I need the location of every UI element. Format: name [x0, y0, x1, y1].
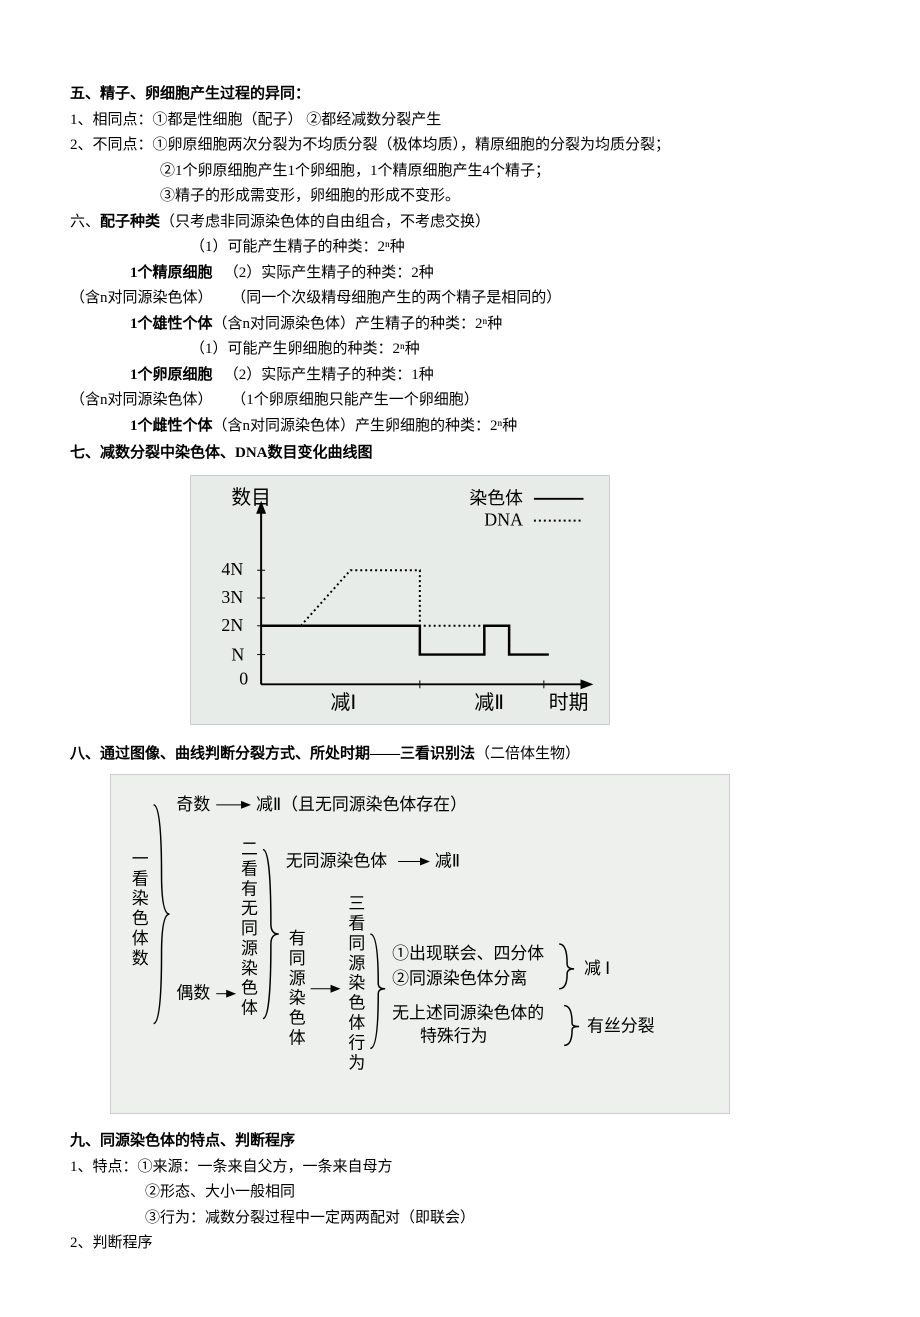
xtick-2: 减Ⅱ [474, 692, 504, 714]
look2-6: 源 [241, 938, 258, 957]
s6-l2: 1个精原细胞 （2）实际产生精子的种类：2种 [70, 261, 850, 287]
y-label: 数目 [231, 486, 271, 508]
s6-l7a: （含n对同源染色体） [70, 392, 213, 408]
s6-l3a: （含n对同源染色体） [70, 290, 213, 306]
root-3: 染 [132, 889, 149, 908]
section-9-title: 九、同源染色体的特点、判断程序 [70, 1129, 850, 1155]
s6-l6: 1个卵原细胞 （2）实际产生精子的种类：1种 [70, 363, 850, 389]
xtick-1: 减Ⅰ [331, 692, 357, 714]
s9-p2: 2、判断程序 [70, 1231, 850, 1257]
s6-prefix: 六、 [70, 214, 100, 230]
ytick-2n: 2N [221, 614, 243, 634]
root-1: 一 [132, 849, 149, 868]
s5-diff-3: ③精子的形成需变形，卵细胞的形成不变形。 [70, 184, 850, 210]
look3-4: 源 [348, 953, 365, 972]
s9-p1c: ③行为：减数分裂过程中一定两两配对（即联会） [70, 1206, 850, 1232]
chart-meiosis-curve: 数目 4N 3N 2N N 0 减Ⅰ 减Ⅱ 时期 染色体 DNA [190, 475, 610, 735]
chart-svg: 数目 4N 3N 2N N 0 减Ⅰ 减Ⅱ 时期 染色体 DNA [190, 475, 610, 725]
look2-8: 色 [241, 978, 258, 997]
odd-result: 减Ⅱ（且无同源染色体存在） [256, 794, 467, 813]
look2-2: 看 [241, 859, 258, 878]
s6-l8a: 1个雌性个体 [130, 418, 213, 434]
s8-title-b: （二倍体生物） [475, 746, 580, 762]
section-7-title: 七、减数分裂中染色体、DNA数目变化曲线图 [70, 441, 850, 467]
s6-l8: 1个雌性个体（含n对同源染色体）产生卵细胞的种类：2ⁿ种 [70, 414, 850, 440]
look2-7: 染 [241, 958, 258, 977]
look2-3: 有 [241, 879, 258, 898]
s6-l2b: （2）实际产生精子的种类：2种 [224, 265, 434, 281]
s9-p1: 1、特点：①来源：一条来自父方，一条来自母方 [70, 1155, 850, 1181]
has-5: 色 [289, 1008, 306, 1027]
root-6: 数 [132, 948, 149, 967]
s6-l4a: 1个雄性个体 [130, 316, 213, 332]
s6-bold: 配子种类 [100, 214, 160, 230]
look3-1: 三 [348, 894, 365, 913]
has-2: 同 [289, 948, 306, 967]
has-6: 体 [289, 1028, 306, 1047]
ytick-4n: 4N [221, 559, 243, 579]
section-5-title: 五、精子、卵细胞产生过程的异同： [70, 82, 850, 108]
root-2: 看 [132, 869, 149, 888]
look3-6: 色 [348, 993, 365, 1012]
legend-dna: DNA [484, 509, 523, 529]
b3b: 特殊行为 [420, 1026, 488, 1045]
odd-label: 奇数 [176, 794, 210, 813]
s9-p1b: ②形态、大小一般相同 [70, 1180, 850, 1206]
r1: 减 Ⅰ [584, 958, 610, 977]
even-label: 偶数 [176, 983, 210, 1002]
b2: ②同源染色体分离 [392, 968, 527, 987]
x-label: 时期 [549, 692, 589, 714]
s6-l4b: （含n对同源染色体）产生精子的种类：2ⁿ种 [213, 316, 503, 332]
s6-l6b: （2）实际产生精子的种类：1种 [224, 367, 434, 383]
s6-l3b: （同一个次级精母细胞产生的两个精子是相同的） [231, 290, 561, 306]
root-4: 色 [132, 909, 149, 928]
has-4: 染 [289, 988, 306, 1007]
has-1: 有 [289, 929, 306, 948]
look3-8: 行 [348, 1033, 365, 1052]
s8-title-a: 八、通过图像、曲线判断分裂方式、所处时期——三看识别法 [70, 746, 475, 762]
legend-chromo: 染色体 [469, 487, 523, 507]
s5-diff-1: 2、不同点：①卵原细胞两次分裂为不均质分裂（极体均质），精原细胞的分裂为均质分裂… [70, 133, 850, 159]
ytick-3n: 3N [221, 586, 243, 606]
s6-l7b: （1个卵原细胞只能产生一个卵细胞） [231, 392, 479, 408]
r2: 有丝分裂 [587, 1016, 655, 1035]
look3-7: 体 [348, 1013, 365, 1032]
s6-l8b: （含n对同源染色体）产生卵细胞的种类：2ⁿ种 [213, 418, 518, 434]
s5-same: 1、相同点：①都是性细胞（配子） ②都经减数分裂产生 [70, 108, 850, 134]
look3-9: 为 [348, 1053, 365, 1072]
look2-5: 同 [241, 919, 258, 938]
s6-suffix: （只考虑非同源染色体的自由组合，不考虑交换） [160, 214, 490, 230]
s5-diff-2: ②1个卵原细胞产生1个卵细胞，1个精原细胞产生4个精子； [70, 159, 850, 185]
b1: ①出现联会、四分体 [392, 943, 544, 962]
ytick-n: N [231, 644, 244, 664]
flowchart-three-look: 一 看 染 色 体 数 奇数 减Ⅱ（且无同源染色体存在） 偶数 二 看 有 无 … [110, 774, 730, 1124]
s6-l4: 1个雄性个体（含n对同源染色体）产生精子的种类：2ⁿ种 [70, 312, 850, 338]
look3-2: 看 [348, 914, 365, 933]
s6-l1: （1）可能产生精子的种类：2ⁿ种 [70, 235, 850, 261]
no-homo: 无同源染色体 [286, 851, 387, 870]
has-3: 源 [289, 968, 306, 987]
chart-bg [192, 476, 609, 724]
look2-1: 二 [241, 839, 258, 858]
ytick-0: 0 [239, 668, 248, 688]
section-8-title: 八、通过图像、曲线判断分裂方式、所处时期——三看识别法（二倍体生物） [70, 742, 850, 768]
s6-l5: （1）可能产生卵细胞的种类：2ⁿ种 [70, 337, 850, 363]
section-6-title: 六、配子种类（只考虑非同源染色体的自由组合，不考虑交换） [70, 210, 850, 236]
s6-l3: （含n对同源染色体） （同一个次级精母细胞产生的两个精子是相同的） [70, 286, 850, 312]
s6-l7: （含n对同源染色体） （1个卵原细胞只能产生一个卵细胞） [70, 388, 850, 414]
b3a: 无上述同源染色体的 [392, 1003, 544, 1022]
look3-5: 染 [348, 973, 365, 992]
root-5: 体 [132, 929, 149, 948]
s6-l6a: 1个卵原细胞 [130, 367, 213, 383]
look2-9: 体 [241, 998, 258, 1017]
flowchart-svg: 一 看 染 色 体 数 奇数 减Ⅱ（且无同源染色体存在） 偶数 二 看 有 无 … [110, 774, 730, 1114]
no-homo-result: 减Ⅱ [435, 851, 460, 870]
look3-3: 同 [348, 933, 365, 952]
s6-l2a: 1个精原细胞 [130, 265, 213, 281]
look2-4: 无 [241, 899, 258, 918]
